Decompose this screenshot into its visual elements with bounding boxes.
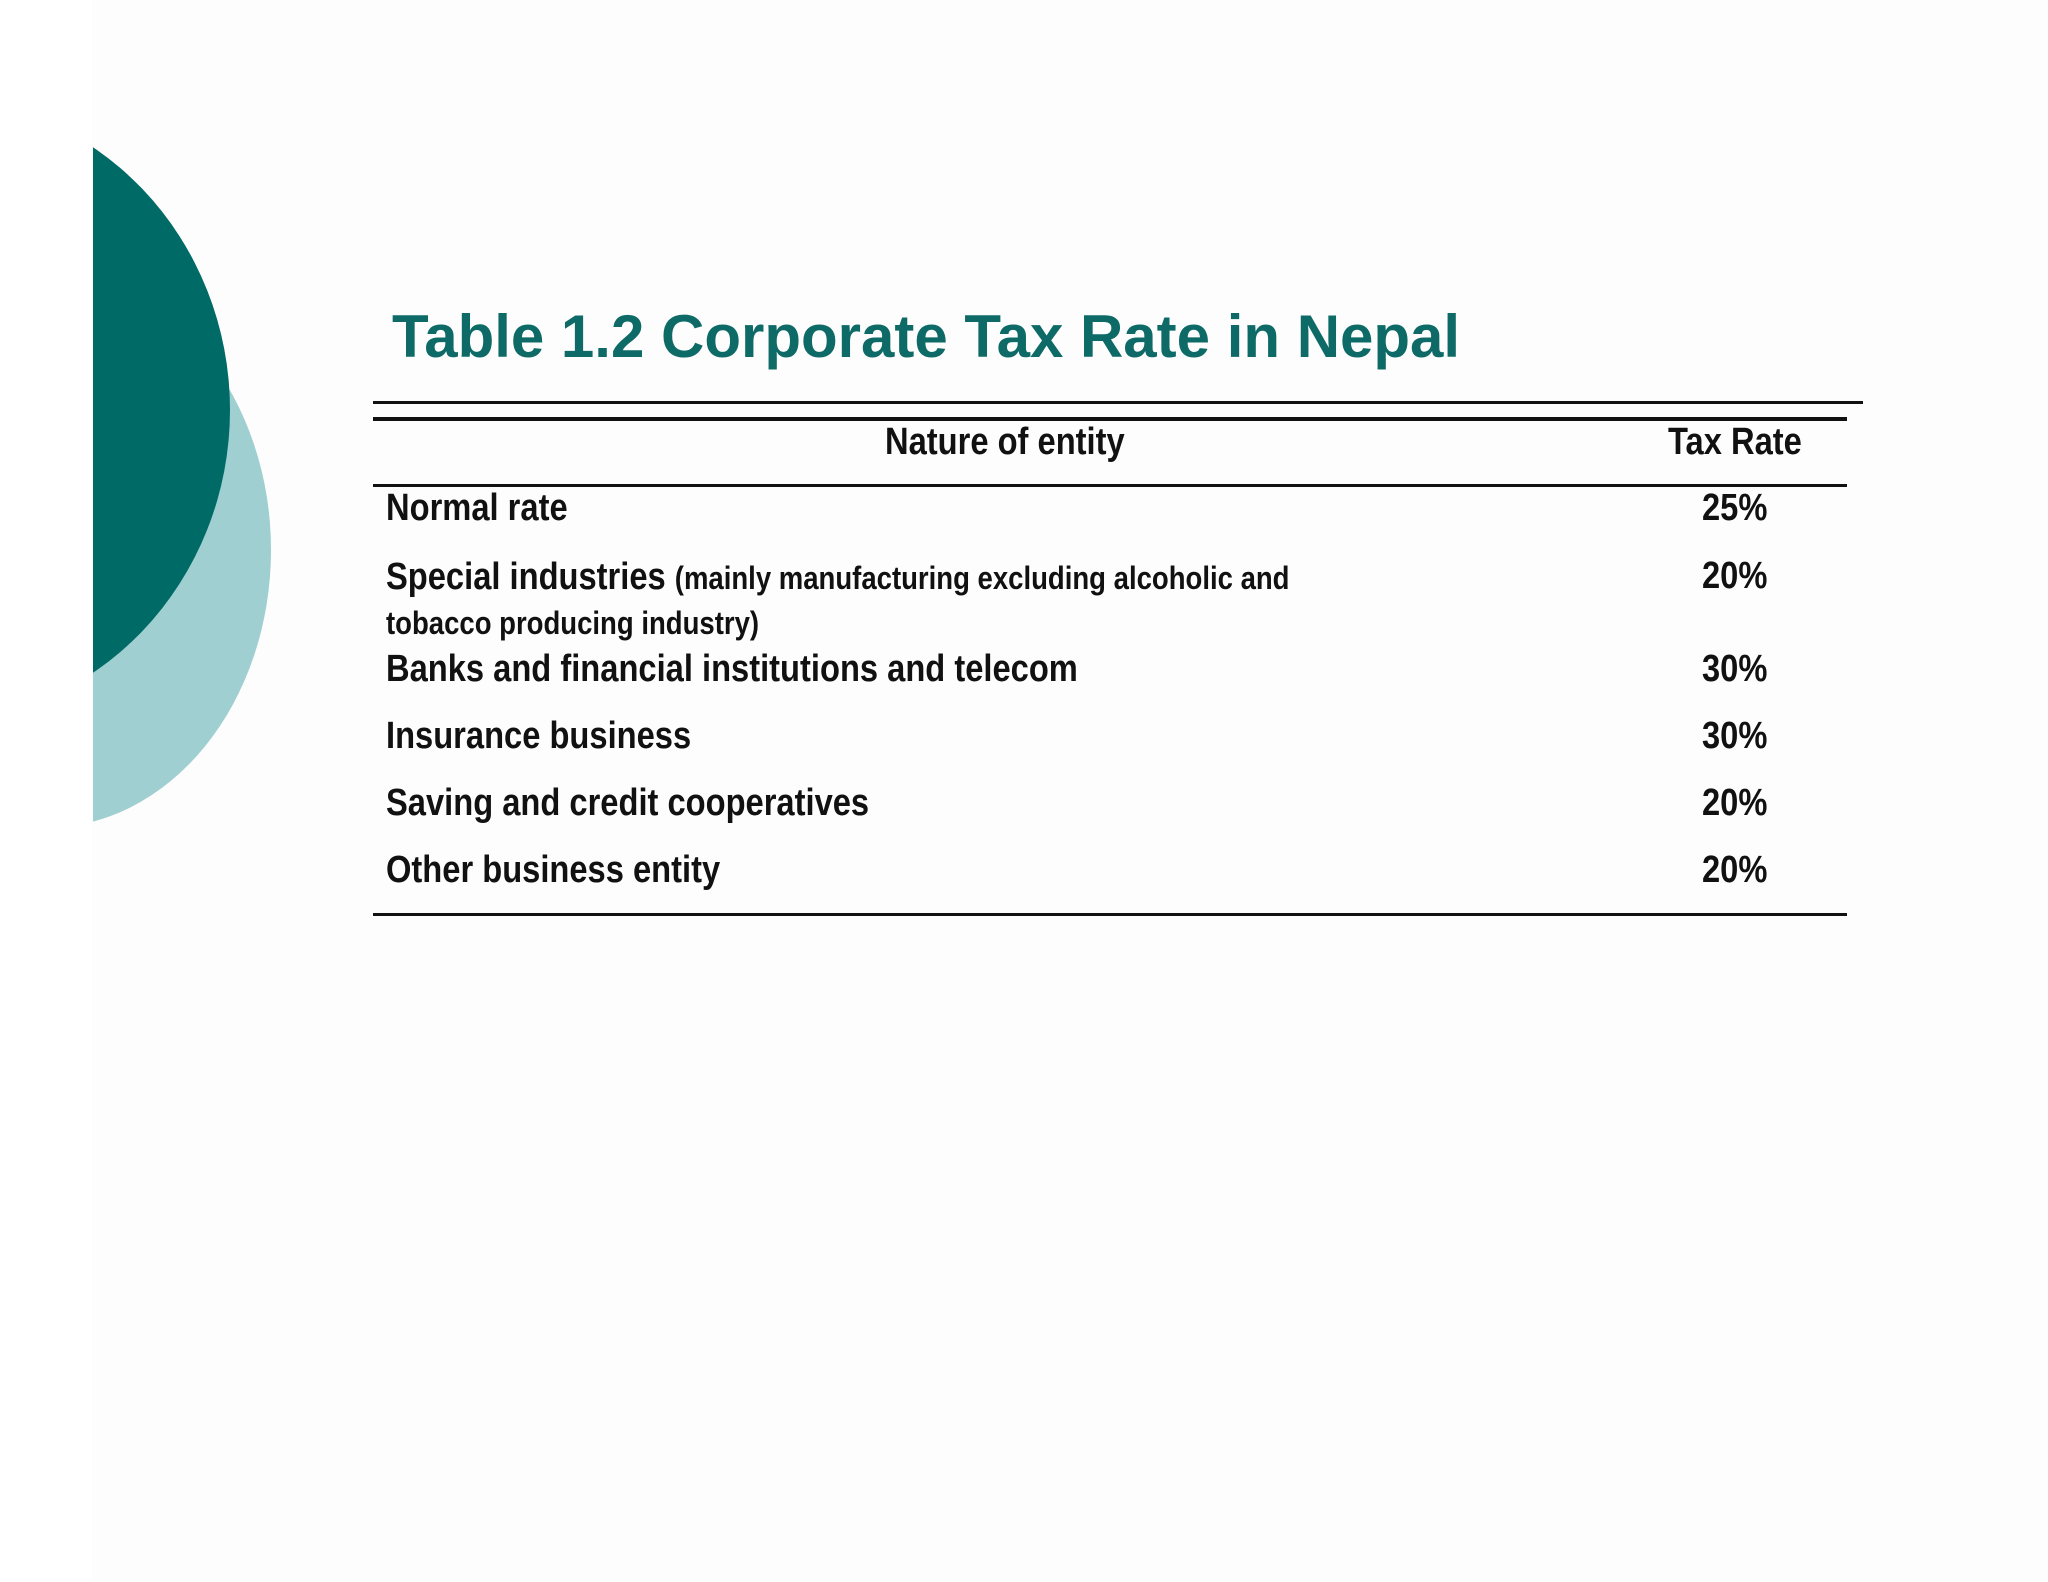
page-title: Table 1.2 Corporate Tax Rate in Nepal <box>392 303 1461 370</box>
table-row-entity: Normal rate <box>386 487 568 530</box>
table-row-rate: 20% <box>1702 849 1768 891</box>
column-header-entity: Nature of entity <box>885 421 1125 463</box>
table-row-entity: Insurance business <box>386 715 691 758</box>
entity-label: Saving and credit cooperatives <box>386 782 870 824</box>
entity-label: Banks and financial institutions and tel… <box>386 648 1078 690</box>
table-top-rule <box>373 401 1863 404</box>
table-header-bottom-rule <box>373 484 1847 487</box>
entity-label: Insurance business <box>386 715 692 757</box>
column-header-tax-rate: Tax Rate <box>1668 421 1802 463</box>
slide-margin <box>0 0 92 1582</box>
table-row-entity: Saving and credit cooperatives <box>386 782 869 825</box>
entity-label: Other business entity <box>386 849 721 891</box>
table-row-rate: 20% <box>1702 555 1768 597</box>
entity-note: (mainly manufacturing excluding alcoholi… <box>386 560 1290 641</box>
table-row-entity: Special industries (mainly manufacturing… <box>386 555 1384 645</box>
table-header-top-rule <box>373 417 1847 421</box>
table-row-rate: 30% <box>1702 648 1768 690</box>
entity-label: Special industries <box>386 556 666 598</box>
entity-label: Normal rate <box>386 487 568 529</box>
decorative-circles <box>93 147 271 822</box>
table-row-rate: 25% <box>1702 487 1768 529</box>
table-row-rate: 30% <box>1702 715 1768 757</box>
table-row-rate: 20% <box>1702 782 1768 824</box>
decor-circle-dark <box>93 147 230 673</box>
table-row-entity: Banks and financial institutions and tel… <box>386 648 1078 691</box>
table-row-entity: Other business entity <box>386 849 720 892</box>
table-bottom-rule <box>373 913 1847 916</box>
